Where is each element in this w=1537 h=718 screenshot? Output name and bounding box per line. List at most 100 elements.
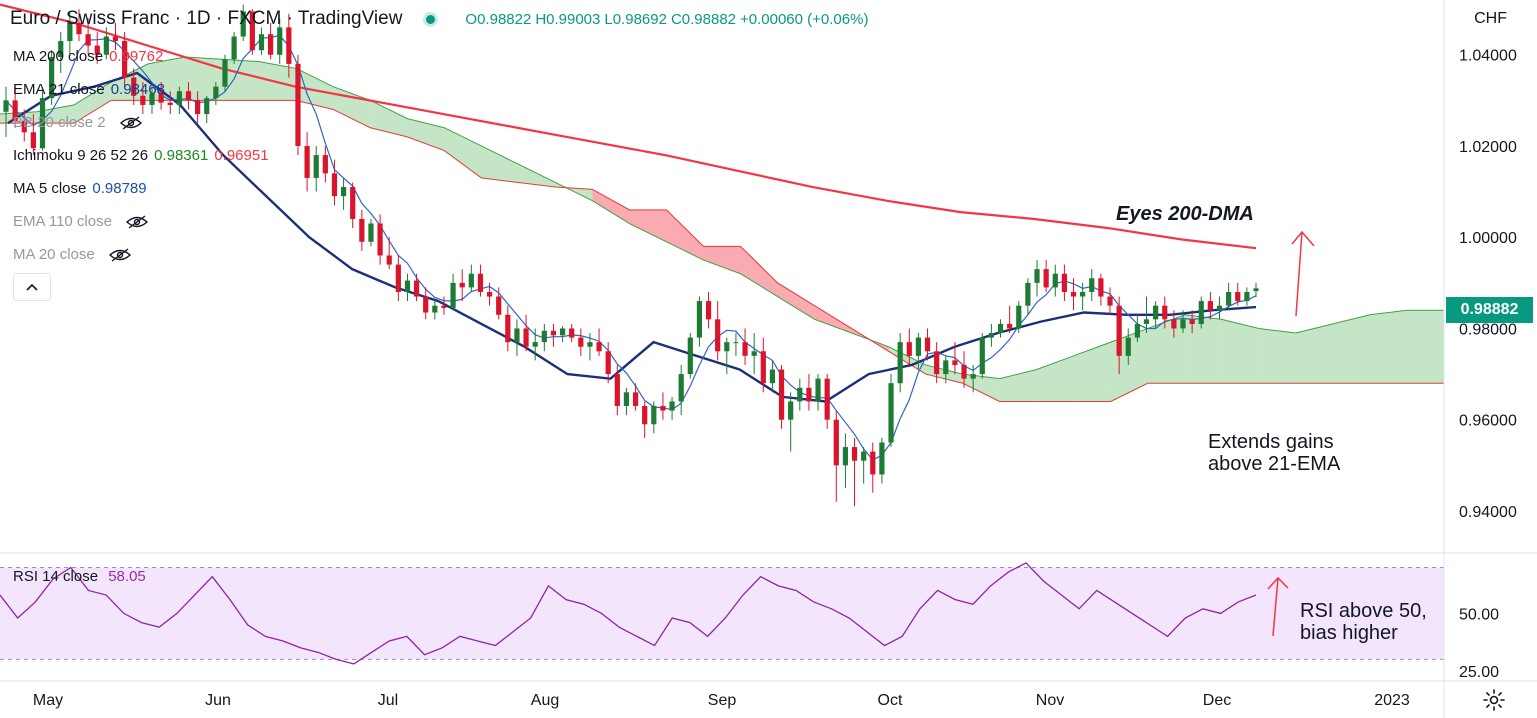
symbol-title[interactable]: Euro / Swiss Franc · 1D · FXCM · Trading… — [10, 8, 403, 29]
ema21-line — [7, 71, 1257, 403]
legend-value: 0.99762 — [109, 48, 164, 65]
cloud-segment — [962, 374, 1000, 402]
candle-body — [1207, 301, 1213, 311]
rsi-line — [0, 562, 1257, 665]
legend-ma5[interactable]: MA 5 close 0.98789 — [13, 180, 147, 197]
legend-value: 0.98789 — [92, 180, 147, 197]
settings-gear-icon[interactable] — [1482, 688, 1506, 712]
rsi-tick-label: 25.00 — [1459, 664, 1499, 681]
candle-body — [277, 27, 283, 55]
ohlc-values: O0.98822 H0.99003 L0.98692 C0.98882 +0.0… — [465, 11, 868, 28]
cloud-segment — [1332, 314, 1370, 384]
ma5-path — [5, 34, 1257, 461]
ohlc-change: +0.00060 (+0.06%) — [740, 10, 869, 28]
legend-label: MA 5 close — [13, 180, 87, 197]
annotation-eyes-200dma: Eyes 200-DMA — [1116, 203, 1254, 225]
legend-value: 0.98361 — [154, 147, 209, 164]
candle-body — [267, 34, 274, 55]
annotation-line: Extends gains — [1208, 431, 1334, 453]
arrow-up-rsi — [1272, 577, 1279, 637]
legend-ema21[interactable]: EMA 21 close 0.98468 — [13, 81, 165, 98]
candle-body — [195, 100, 201, 115]
cloud-segment — [1406, 310, 1444, 384]
candle-body — [368, 223, 374, 242]
cloud-segment — [296, 68, 334, 110]
candle-body — [331, 173, 338, 197]
eye-slash-icon[interactable] — [126, 215, 149, 229]
legend-label: EMA 110 close — [13, 213, 112, 230]
candle-body — [67, 22, 73, 42]
candle-body — [505, 314, 511, 343]
candle-body — [934, 351, 940, 375]
candle-body — [943, 360, 949, 375]
legend-label: MA 200 close — [13, 48, 104, 65]
candle-body — [432, 305, 438, 313]
candle-body — [149, 93, 155, 105]
cloud-segment — [592, 189, 630, 224]
candle-body — [705, 301, 712, 320]
candle-body — [340, 187, 347, 197]
candle-body — [614, 374, 620, 407]
candle-body — [1080, 291, 1086, 297]
symbol-header: Euro / Swiss Franc · 1D · FXCM · Trading… — [10, 8, 868, 30]
candle-body — [322, 155, 328, 174]
candle-body — [486, 291, 493, 297]
candle-body — [988, 333, 995, 338]
legend-label: MA 20 close — [13, 246, 95, 263]
candle-body — [295, 63, 301, 146]
candle-body — [176, 91, 182, 105]
cloud-segment — [259, 61, 297, 101]
candle-body — [1025, 282, 1031, 306]
candle-body — [103, 36, 109, 55]
candle-body — [395, 264, 401, 292]
candle-body — [1016, 305, 1022, 329]
market-status-dot — [426, 14, 436, 24]
candle-body — [313, 155, 319, 178]
candle-body — [1107, 296, 1113, 306]
eye-slash-icon[interactable] — [108, 248, 131, 262]
time-tick-label: Aug — [531, 692, 559, 709]
candle-body — [222, 59, 228, 87]
ma200-line — [0, 3, 1257, 250]
legend-ichimoku[interactable]: Ichimoku 9 26 52 26 0.98361 0.96951 — [13, 147, 269, 164]
candle-body — [797, 387, 803, 402]
candle-body — [240, 11, 246, 37]
legend-ma200[interactable]: MA 200 close 0.99762 — [13, 48, 163, 65]
legend-ema110[interactable]: EMA 110 close — [13, 213, 149, 230]
cloud-segment — [333, 86, 371, 128]
candle-body — [58, 41, 64, 58]
candle-body — [751, 351, 757, 356]
cloud-segment — [444, 127, 482, 178]
candle-body — [204, 98, 210, 115]
collapse-legend-button[interactable] — [13, 273, 51, 301]
candle-body — [1244, 291, 1250, 302]
candle-body — [979, 337, 985, 375]
cloud-segment — [814, 305, 852, 334]
cloud-segment — [1221, 319, 1259, 384]
candle-body — [769, 369, 776, 384]
annotation-line: bias higher — [1300, 622, 1398, 644]
annotation-line: RSI above 50, — [1300, 600, 1427, 622]
cloud-segment — [703, 246, 741, 274]
time-tick-label: Dec — [1203, 692, 1231, 709]
candle-body — [450, 282, 456, 308]
candle-body — [715, 319, 721, 352]
eye-slash-icon[interactable] — [119, 116, 142, 130]
candle-body — [3, 100, 9, 112]
ohlc-low: L0.98692 — [604, 10, 667, 28]
candle-body — [1043, 269, 1049, 288]
rsi-legend[interactable]: RSI 14 close 58.05 — [13, 568, 146, 585]
annotation-rsi-bias: RSI above 50, bias higher — [1300, 600, 1427, 644]
candle-body — [1216, 305, 1223, 311]
legend-ma20[interactable]: MA 20 close — [13, 246, 131, 263]
candle-body — [842, 447, 849, 466]
candle-body — [131, 77, 137, 96]
candle-body — [924, 337, 931, 352]
cloud-segment — [74, 82, 112, 124]
legend-bb20[interactable]: BB 20 close 2 — [13, 114, 142, 131]
arrow-head-main — [1291, 230, 1315, 247]
candle-body — [605, 351, 611, 375]
legend-value: 0.98468 — [110, 81, 165, 98]
currency-selector[interactable]: CHF — [1474, 10, 1507, 27]
